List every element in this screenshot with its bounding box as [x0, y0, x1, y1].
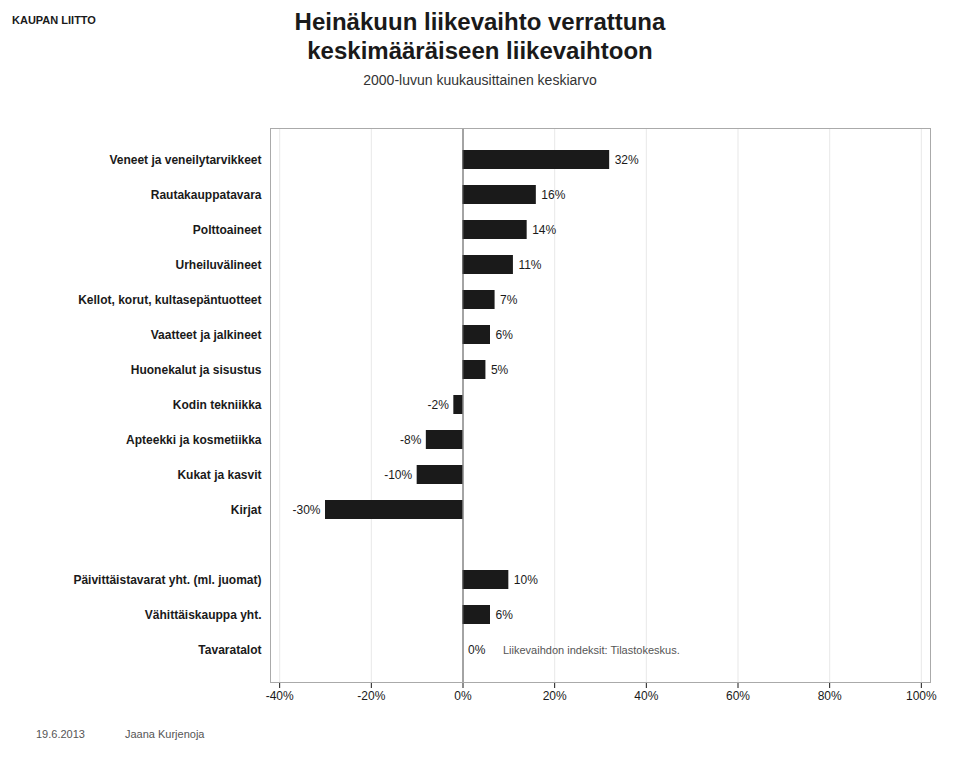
- svg-text:Vaatteet ja jalkineet: Vaatteet ja jalkineet: [151, 328, 262, 342]
- svg-text:Apteekki ja kosmetiikka: Apteekki ja kosmetiikka: [126, 433, 262, 447]
- svg-text:32%: 32%: [615, 153, 639, 167]
- svg-text:0%: 0%: [454, 689, 472, 703]
- svg-text:Rautakauppatavara: Rautakauppatavara: [151, 188, 262, 202]
- svg-text:80%: 80%: [818, 689, 842, 703]
- svg-text:-20%: -20%: [357, 689, 385, 703]
- svg-text:6%: 6%: [496, 608, 514, 622]
- svg-text:Vähittäiskauppa yht.: Vähittäiskauppa yht.: [145, 608, 262, 622]
- svg-text:6%: 6%: [496, 328, 514, 342]
- svg-text:-40%: -40%: [266, 689, 294, 703]
- svg-text:7%: 7%: [500, 293, 518, 307]
- svg-text:Kodin tekniikka: Kodin tekniikka: [173, 398, 262, 412]
- svg-text:Kukat ja kasvit: Kukat ja kasvit: [177, 468, 261, 482]
- svg-text:Liikevaihdon indeksit: Tilasto: Liikevaihdon indeksit: Tilastokeskus.: [503, 644, 680, 656]
- svg-text:Tavaratalot: Tavaratalot: [198, 643, 261, 657]
- svg-text:-30%: -30%: [292, 503, 320, 517]
- svg-text:Polttoaineet: Polttoaineet: [193, 223, 262, 237]
- svg-text:Kirjat: Kirjat: [231, 503, 262, 517]
- html-text:19.6.2013: 19.6.2013: [36, 728, 85, 740]
- svg-text:11%: 11%: [518, 258, 541, 272]
- svg-text:-8%: -8%: [400, 433, 422, 447]
- svg-text:Urheiluvälineet: Urheiluvälineet: [175, 258, 261, 272]
- svg-text:-10%: -10%: [384, 468, 412, 482]
- svg-text:Päivittäistavarat yht. (ml. ju: Päivittäistavarat yht. (ml. juomat): [73, 573, 261, 587]
- svg-text:-2%: -2%: [427, 398, 449, 412]
- svg-text:Veneet ja veneilytarvikkeet: Veneet ja veneilytarvikkeet: [109, 153, 261, 167]
- html-text:Heinäkuun liikevaihto verrattu: Heinäkuun liikevaihto verrattuna keskimä…: [294, 8, 666, 64]
- svg-text:5%: 5%: [491, 363, 509, 377]
- svg-text:60%: 60%: [726, 689, 750, 703]
- svg-text:40%: 40%: [634, 689, 658, 703]
- svg-text:0%: 0%: [468, 643, 486, 657]
- html-text:2000-luvun kuukausittainen kes: 2000-luvun kuukausittainen keskiarvo: [363, 71, 597, 88]
- svg-text:16%: 16%: [541, 188, 565, 202]
- svg-text:14%: 14%: [532, 223, 556, 237]
- svg-text:Huonekalut ja sisustus: Huonekalut ja sisustus: [131, 363, 262, 377]
- html-text:KAUPAN LIITTO: KAUPAN LIITTO: [12, 14, 96, 26]
- svg-text:100%: 100%: [906, 689, 937, 703]
- svg-text:10%: 10%: [514, 573, 538, 587]
- html-text:Jaana Kurjenoja: Jaana Kurjenoja: [124, 728, 205, 740]
- svg-text:20%: 20%: [543, 689, 567, 703]
- svg-text:Kellot, korut, kultasepäntuott: Kellot, korut, kultasepäntuotteet: [78, 293, 261, 307]
